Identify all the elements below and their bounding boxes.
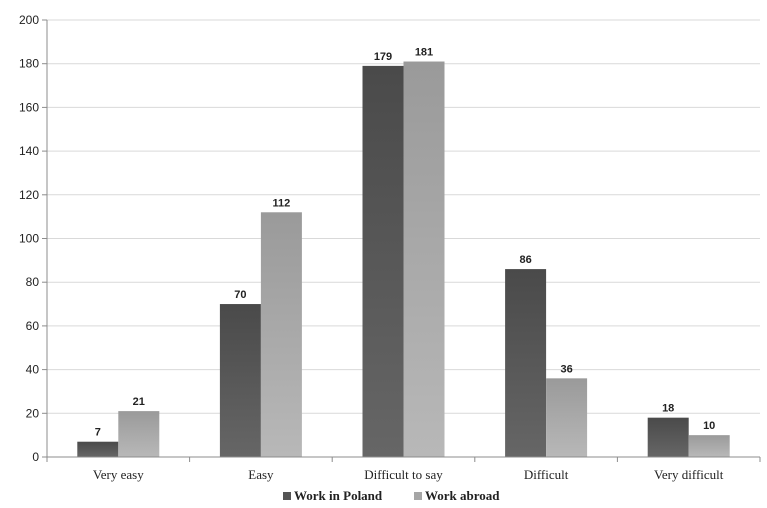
bars	[77, 61, 730, 457]
legend: Work in Poland Work abroad	[283, 488, 500, 503]
axes	[46, 20, 761, 462]
y-tick-label: 140	[19, 144, 39, 158]
data-labels: 7 21 70 112 179 181 86 36 18 10	[95, 47, 716, 439]
bar-work-in-poland	[505, 269, 547, 457]
y-tick-label: 20	[26, 406, 40, 420]
bar-work-in-poland	[647, 417, 689, 457]
y-tick-label: 60	[26, 319, 40, 333]
y-tick-label: 120	[19, 188, 39, 202]
bar-work-in-poland	[77, 441, 119, 457]
x-category-label: Easy	[248, 467, 274, 482]
y-tick-label: 80	[26, 275, 40, 289]
data-label: 10	[703, 420, 715, 432]
x-axis-categories: Very easy Easy Difficult to say Difficult Ve…	[93, 467, 724, 482]
y-tick-label: 180	[19, 57, 39, 71]
y-tick-label: 0	[32, 450, 39, 464]
legend-swatch	[414, 492, 422, 500]
x-category-label: Difficult to say	[364, 467, 443, 482]
y-tick-label: 160	[19, 100, 39, 114]
bar-work-in-poland	[219, 304, 261, 457]
bar-work-in-poland	[362, 65, 404, 457]
bar-work-abroad	[260, 212, 302, 457]
legend-label: Work abroad	[425, 488, 500, 503]
x-category-label: Very easy	[93, 467, 144, 482]
data-label: 86	[519, 254, 531, 266]
legend-swatch	[283, 492, 291, 500]
bar-work-abroad	[118, 411, 160, 457]
data-label: 18	[662, 403, 674, 415]
data-label: 179	[374, 51, 392, 63]
x-category-label: Very difficult	[654, 467, 724, 482]
bar-work-abroad	[546, 378, 588, 457]
legend-label: Work in Poland	[294, 488, 383, 503]
y-tick-label: 200	[19, 13, 39, 27]
data-label: 36	[560, 363, 572, 375]
data-label: 21	[133, 396, 145, 408]
x-category-label: Difficult	[524, 467, 569, 482]
data-label: 70	[234, 289, 246, 301]
y-tick-label: 100	[19, 232, 39, 246]
data-label: 181	[415, 47, 433, 59]
data-label: 7	[95, 427, 101, 439]
bar-work-abroad	[688, 435, 730, 457]
y-axis-ticks: 0 20 40 60 80 100 120 140 160 180 200	[19, 13, 47, 464]
data-label: 112	[273, 197, 291, 209]
bar-work-abroad	[403, 61, 445, 457]
y-tick-label: 40	[26, 363, 40, 377]
